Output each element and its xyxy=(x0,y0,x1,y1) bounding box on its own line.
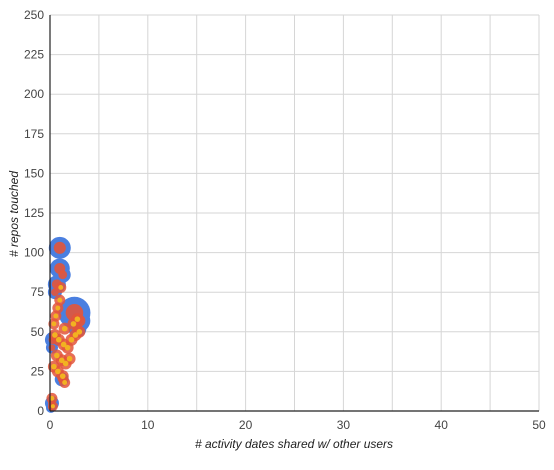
data-bubble xyxy=(50,404,56,409)
bubble-layer xyxy=(44,236,91,413)
x-tick-label: 40 xyxy=(435,418,449,432)
x-tick-label: 30 xyxy=(337,418,351,432)
data-bubble xyxy=(64,344,71,351)
data-bubble xyxy=(58,357,65,364)
data-bubble xyxy=(55,368,61,375)
y-tick-label: 0 xyxy=(37,404,44,418)
x-tick-label: 10 xyxy=(141,418,155,432)
y-tick-label: 125 xyxy=(24,206,44,220)
data-bubble xyxy=(76,329,83,335)
y-tick-label: 150 xyxy=(24,166,44,180)
data-bubble xyxy=(53,313,59,319)
data-bubble xyxy=(59,373,66,379)
x-tick-label: 0 xyxy=(47,418,54,432)
y-tick-label: 200 xyxy=(24,87,44,101)
grid-layer xyxy=(50,14,540,411)
y-tick-label: 100 xyxy=(24,246,44,260)
y-tick-label: 225 xyxy=(24,48,44,62)
data-bubble xyxy=(58,284,64,290)
tick-label-layer: 0 10 20 30 40 50 0 25 50 75 100 125 150 175 200 225 250 xyxy=(24,8,546,432)
data-bubble xyxy=(62,360,69,367)
x-tick-label: 20 xyxy=(239,418,253,432)
x-tick-label: 50 xyxy=(532,418,546,432)
y-tick-label: 175 xyxy=(24,127,44,141)
data-bubble xyxy=(68,336,75,343)
axis-layer xyxy=(49,15,539,412)
data-bubble xyxy=(53,241,66,254)
data-bubble xyxy=(52,332,58,338)
y-axis-title: # repos touched xyxy=(7,171,21,257)
data-bubble xyxy=(55,305,61,311)
data-bubble xyxy=(51,363,57,370)
data-bubble xyxy=(72,332,79,338)
data-bubble xyxy=(61,325,68,332)
x-axis-title: # activity dates shared w/ other users xyxy=(195,437,393,451)
data-bubble xyxy=(56,336,62,343)
data-bubble xyxy=(60,341,67,348)
data-bubble xyxy=(74,316,81,322)
data-bubble xyxy=(70,321,77,327)
y-tick-label: 75 xyxy=(31,285,45,299)
data-bubble xyxy=(54,352,60,359)
data-bubble xyxy=(57,297,63,303)
y-tick-label: 250 xyxy=(24,8,44,22)
y-tick-label: 25 xyxy=(31,364,45,378)
data-bubble xyxy=(58,270,68,280)
data-bubble xyxy=(66,355,73,362)
data-bubble xyxy=(51,321,57,327)
y-tick-label: 50 xyxy=(31,325,45,339)
data-bubble xyxy=(49,395,55,401)
data-bubble xyxy=(62,380,68,385)
